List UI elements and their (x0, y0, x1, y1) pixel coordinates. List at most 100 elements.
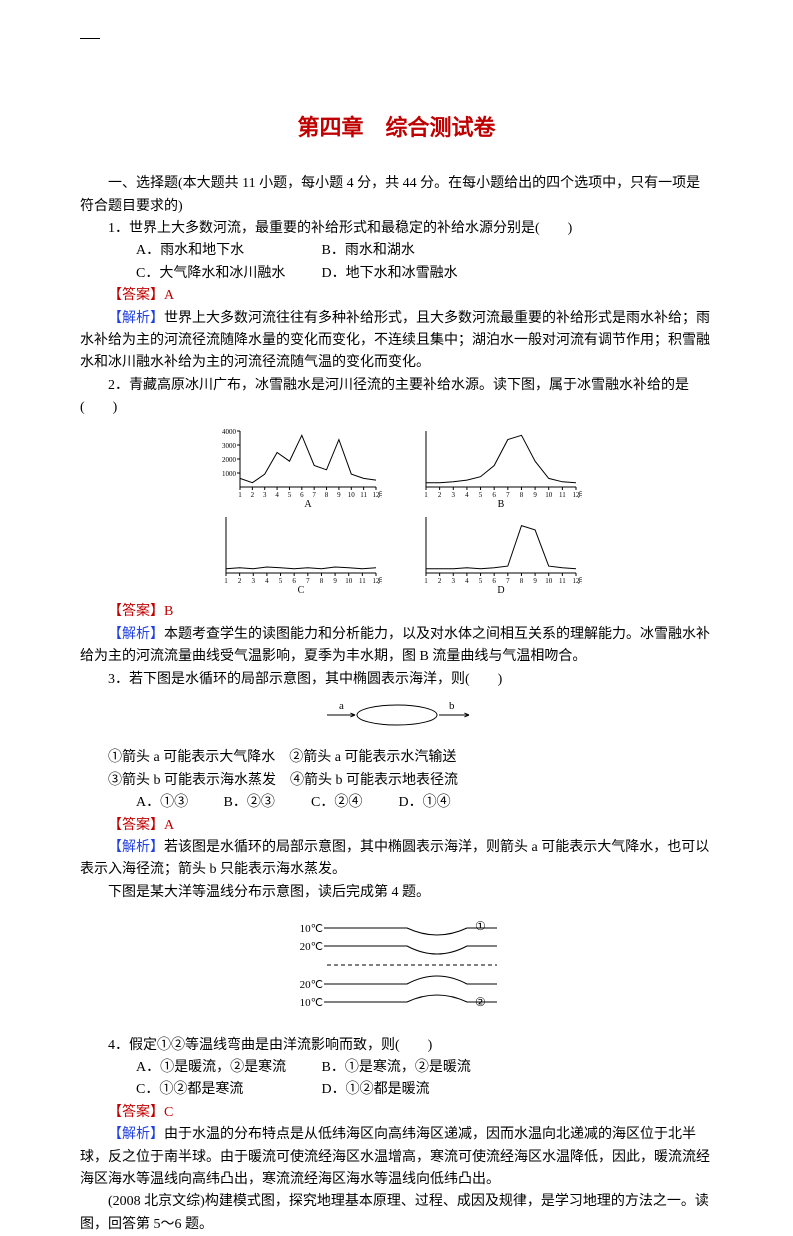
q3-subopts-1: ①箭头 a 可能表示大气降水 ②箭头 a 可能表示水汽输送 (80, 747, 713, 769)
svg-text:4: 4 (275, 491, 279, 499)
q4-options-row2: C．①②都是寒流 D．①②都是暖流 (80, 1079, 713, 1101)
svg-text:1: 1 (238, 491, 242, 499)
svg-text:6: 6 (292, 577, 296, 585)
svg-text:①: ① (475, 919, 486, 933)
svg-text:11: 11 (558, 577, 565, 585)
q2-charts-row2: 123456789101112月C 123456789101112月D (80, 511, 713, 595)
q4-explain: 【解析】由于水温的分布特点是从低纬海区向高纬海区递减，因而水温向北递减的海区位于… (80, 1124, 713, 1191)
svg-text:9: 9 (533, 491, 537, 499)
svg-text:8: 8 (519, 577, 523, 585)
q1-opt-b: B．雨水和湖水 (294, 240, 415, 262)
svg-text:3: 3 (262, 491, 266, 499)
q1-stem: 1．世界上大多数河流，最重要的补给形式和最稳定的补给水源分别是( ) (80, 218, 713, 240)
q1-answer: 【答案】A (80, 285, 713, 307)
chart-c: 123456789101112月C (212, 511, 382, 595)
q2-explain: 【解析】本题考查学生的读图能力和分析能力，以及对水体之间相互关系的理解能力。冰雪… (80, 624, 713, 669)
page-title: 第四章 综合测试卷 (80, 110, 713, 145)
svg-text:2000: 2000 (222, 456, 237, 464)
chart-b: 123456789101112月B (412, 425, 582, 509)
q2-explain-text: 本题考查学生的读图能力和分析能力，以及对水体之间相互关系的理解能力。冰雪融水补给… (80, 627, 710, 664)
svg-text:b: b (449, 700, 455, 712)
svg-text:1: 1 (424, 577, 428, 585)
chart-a: 4000300020001000123456789101112月A (212, 425, 382, 509)
svg-text:4000: 4000 (222, 428, 237, 436)
svg-text:2: 2 (237, 577, 241, 585)
svg-text:9: 9 (533, 577, 537, 585)
q3-opt-a: A．①③ (108, 792, 192, 814)
q1-explain-label: 【解析】 (108, 311, 164, 326)
svg-text:月: 月 (578, 577, 582, 585)
svg-text:3: 3 (251, 577, 255, 585)
q3-subopts-2: ③箭头 b 可能表示海水蒸发 ④箭头 b 可能表示地表径流 (80, 770, 713, 792)
q1-options-row1: A．雨水和地下水 B．雨水和湖水 (80, 240, 713, 262)
svg-text:10℃: 10℃ (299, 923, 322, 935)
q4-explain-text: 由于水温的分布特点是从低纬海区向高纬海区递减，因而水温向北递减的海区位于北半球，… (80, 1127, 710, 1187)
svg-text:9: 9 (337, 491, 341, 499)
svg-text:4: 4 (265, 577, 269, 585)
q2-charts: 4000300020001000123456789101112月A 123456… (80, 425, 713, 595)
svg-text:8: 8 (324, 491, 328, 499)
q3-explain: 【解析】若该图是水循环的局部示意图，其中椭圆表示海洋，则箭头 a 可能表示大气降… (80, 837, 713, 882)
page: 第四章 综合测试卷 一、选择题(本大题共 11 小题，每小题 4 分，共 44 … (0, 0, 793, 1122)
svg-text:2: 2 (437, 491, 441, 499)
section-intro: 一、选择题(本大题共 11 小题，每小题 4 分，共 44 分。在每小题给出的四… (80, 173, 713, 218)
q3-options: A．①③ B．②③ C．②④ D．①④ (80, 792, 713, 814)
q4-opt-d: D．①②都是暖流 (294, 1079, 430, 1101)
svg-text:20℃: 20℃ (299, 979, 322, 991)
chart-d: 123456789101112月D (412, 511, 582, 595)
top-rule (80, 38, 100, 39)
q3-answer: 【答案】A (80, 815, 713, 837)
svg-text:2: 2 (437, 577, 441, 585)
svg-text:10: 10 (345, 577, 353, 585)
svg-text:4: 4 (465, 491, 469, 499)
svg-text:月: 月 (578, 491, 582, 499)
svg-text:5: 5 (287, 491, 291, 499)
svg-text:4: 4 (465, 577, 469, 585)
q3-ellipse-figure: ab (80, 697, 713, 741)
svg-text:11: 11 (360, 491, 367, 499)
q1-explain: 【解析】世界上大多数河流往往有多种补给形式，且大多数河流最重要的补给形式是雨水补… (80, 308, 713, 375)
svg-text:7: 7 (306, 577, 310, 585)
q4-opt-a: A．①是暖流，②是寒流 (108, 1057, 290, 1079)
svg-text:8: 8 (519, 491, 523, 499)
svg-text:11: 11 (558, 491, 565, 499)
svg-text:3000: 3000 (222, 442, 237, 450)
svg-text:7: 7 (506, 491, 510, 499)
svg-text:D: D (497, 585, 504, 595)
svg-text:5: 5 (478, 491, 482, 499)
q3-tail: 下图是某大洋等温线分布示意图，读后完成第 4 题。 (80, 882, 713, 904)
svg-text:11: 11 (358, 577, 365, 585)
iso-svg: 10℃20℃20℃10℃①② (287, 910, 507, 1020)
svg-text:9: 9 (333, 577, 337, 585)
svg-text:7: 7 (506, 577, 510, 585)
q1-opt-d: D．地下水和冰雪融水 (294, 263, 458, 285)
q2-answer: 【答案】B (80, 601, 713, 623)
q4-opt-b: B．①是寒流，②是暖流 (294, 1057, 471, 1079)
q4-explain-label: 【解析】 (108, 1127, 164, 1142)
ellipse-svg: ab (297, 697, 497, 733)
svg-text:7: 7 (312, 491, 316, 499)
svg-text:20℃: 20℃ (299, 941, 322, 953)
svg-text:a: a (339, 700, 344, 712)
svg-text:8: 8 (319, 577, 323, 585)
svg-text:10: 10 (545, 577, 553, 585)
svg-text:6: 6 (492, 577, 496, 585)
q3-stem: 3．若下图是水循环的局部示意图，其中椭圆表示海洋，则( ) (80, 669, 713, 691)
svg-text:2: 2 (250, 491, 254, 499)
q1-opt-a: A．雨水和地下水 (108, 240, 290, 262)
q4-stem: 4．假定①②等温线弯曲是由洋流影响而致，则( ) (80, 1035, 713, 1057)
q3-opt-c: C．②④ (283, 792, 367, 814)
svg-text:5: 5 (478, 577, 482, 585)
svg-text:5: 5 (278, 577, 282, 585)
q1-opt-c: C．大气降水和冰川融水 (108, 263, 290, 285)
svg-text:6: 6 (300, 491, 304, 499)
svg-text:月: 月 (378, 577, 382, 585)
q4-opt-c: C．①②都是寒流 (108, 1079, 290, 1101)
q1-options-row2: C．大气降水和冰川融水 D．地下水和冰雪融水 (80, 263, 713, 285)
q3-opt-d: D．①④ (371, 792, 451, 814)
q3-explain-text: 若该图是水循环的局部示意图，其中椭圆表示海洋，则箭头 a 可能表示大气降水，也可… (80, 840, 709, 877)
q2-explain-label: 【解析】 (108, 627, 164, 642)
q4-answer: 【答案】C (80, 1102, 713, 1124)
svg-text:月: 月 (378, 491, 382, 499)
q3-explain-label: 【解析】 (108, 840, 164, 855)
